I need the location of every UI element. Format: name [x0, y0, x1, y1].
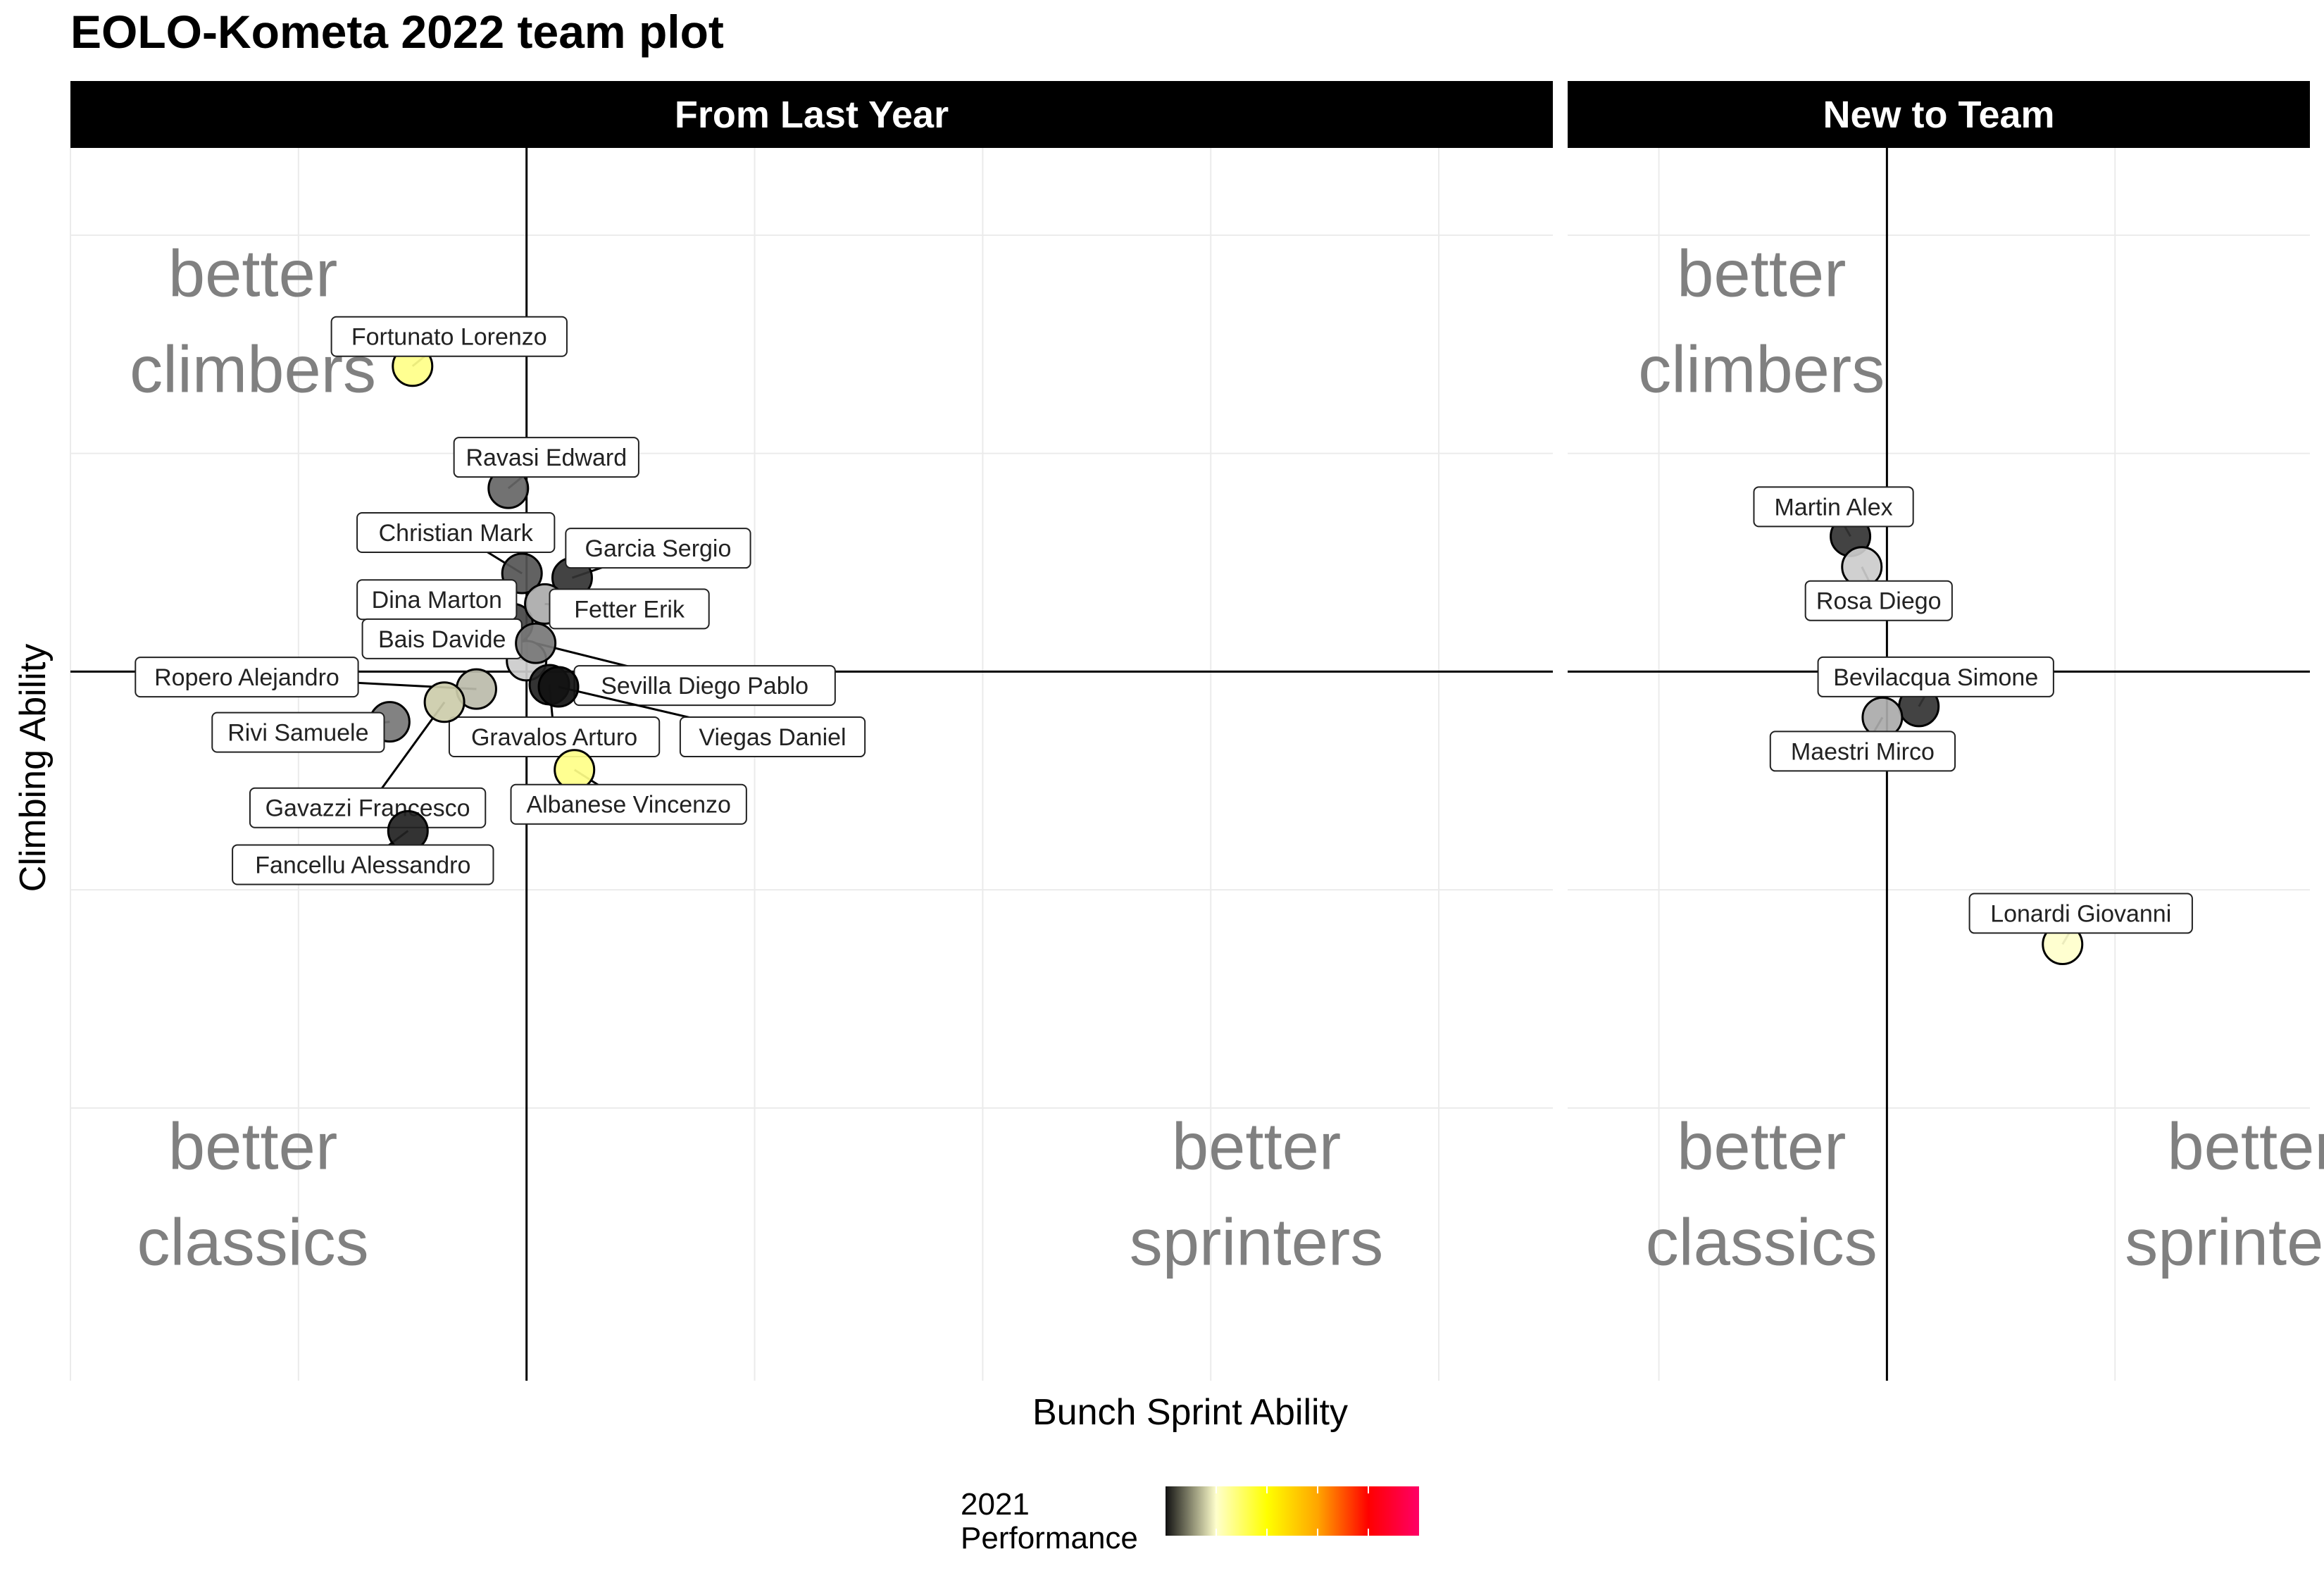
point-label: Gravalos Arturo [471, 724, 637, 751]
point-label-box [1769, 731, 1956, 772]
point-label: Fancellu Alessandro [255, 852, 470, 878]
point-label-box [356, 511, 556, 553]
point-label: Albanese Vincenzo [526, 792, 730, 819]
point-label: Fetter Erik [574, 596, 685, 623]
point-label-box [1804, 580, 1953, 621]
point [515, 622, 557, 664]
point [554, 749, 596, 791]
y-axis-label: Climbing Ability [13, 644, 54, 893]
quadrant-label-bottom_right: sprinters [1130, 1205, 1383, 1279]
point-label: Gavazzi Francesco [265, 795, 470, 822]
point-label-box [232, 844, 494, 885]
point [423, 681, 466, 723]
point-label-box [249, 787, 487, 828]
point-label: Rosa Diego [1816, 588, 1942, 615]
legend-title-line2: Performance [961, 1521, 1138, 1555]
point-label-box [1817, 656, 2054, 697]
legend-title-line1: 2021 [961, 1487, 1030, 1522]
point-label: Fortunato Lorenzo [351, 324, 547, 351]
quadrant-label-bottom_right: sprinters [2125, 1205, 2324, 1279]
quadrant-label-top_left: better [168, 237, 337, 311]
point-label-box [565, 528, 751, 569]
strip-label: From Last Year [675, 94, 949, 136]
point-label-box [510, 783, 747, 825]
point-label: Ravasi Edward [466, 445, 627, 471]
point-label-box [330, 316, 568, 357]
panel-from-last-year: From Last Yearbetterclimbersbetterclassi… [70, 81, 1553, 1381]
point-label: Lonardi Giovanni [1990, 901, 2171, 928]
point-label: Rivi Samuele [227, 720, 368, 747]
quadrant-label-bottom_left: better [168, 1110, 337, 1183]
strip-background [1568, 81, 2310, 148]
point-label-box [679, 716, 866, 758]
point-label-box [448, 716, 661, 757]
x-axis-label: Bunch Sprint Ability [1032, 1392, 1348, 1433]
panel-new-to-team: New to Team better climbers better classics b… [1568, 81, 2324, 1381]
quadrant-label-bottom_right: better [1172, 1110, 1341, 1183]
strip-background [70, 81, 1553, 148]
point-label-box [135, 657, 359, 698]
panels: From Last Year better climbers better classi… [70, 81, 2324, 1381]
point-label-box [1968, 893, 2193, 934]
points-layer: Martin Alex Rosa Diego Bevilacqua Simone Ma… [1753, 486, 2193, 966]
point-label: Christian Mark [379, 520, 534, 547]
quadrant-label-bottom_right: better [2167, 1110, 2324, 1183]
point-label: Ropero Alejandro [154, 664, 339, 691]
quadrant-label-top_left: climbers [1638, 332, 1885, 406]
point-label-box [549, 588, 710, 630]
chart-title: EOLO-Kometa 2022 team plot [70, 6, 724, 58]
point-label: Viegas Daniel [699, 724, 846, 751]
point-label: Bevilacqua Simone [1833, 664, 2038, 691]
legend-colorbar [1166, 1486, 1419, 1536]
point-label: Martin Alex [1774, 494, 1892, 521]
point-label-box [211, 711, 385, 753]
point-label: Sevilla Diego Pablo [601, 673, 808, 700]
point-label: Bais Davide [378, 626, 506, 653]
point-label-box [1753, 486, 1914, 528]
quadrant-label-bottom_left: classics [1646, 1205, 1878, 1279]
strip-label: New to Team [1823, 94, 2054, 136]
point-label: Maestri Mirco [1791, 738, 1935, 765]
quadrant-label-top_left: better [1677, 237, 1846, 311]
point-label: Garcia Sergio [585, 535, 732, 562]
points-layer: Fortunato Lorenzo Ravasi Edward Christian … [135, 316, 866, 885]
point-label-box [453, 437, 639, 478]
point-label: Dina Marton [372, 587, 502, 614]
quadrant-label-bottom_left: better [1677, 1110, 1846, 1183]
point [537, 666, 580, 708]
quadrant-label-bottom_left: classics [137, 1205, 369, 1279]
legend: 2021 Performance [961, 1486, 1419, 1555]
